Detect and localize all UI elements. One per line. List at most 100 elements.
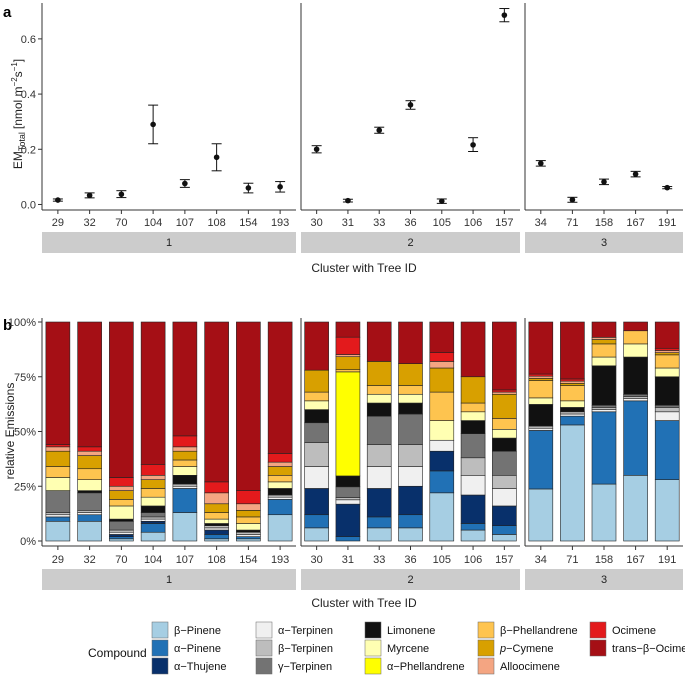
bar-segment-p-cymene xyxy=(77,455,102,470)
legend-swatch-b-pinene xyxy=(151,621,169,639)
bar-segment-a-pinene xyxy=(654,420,680,480)
x-tick-label: 105 xyxy=(433,554,451,566)
bar-segment-b-pinene xyxy=(366,527,392,542)
bar-segment-g-terpinen xyxy=(109,520,134,531)
x-tick-label: 32 xyxy=(84,217,96,229)
bar-segment-trans-b-ocimene xyxy=(236,321,261,491)
bar-segment-p-cymene xyxy=(236,510,261,518)
bar-segment-p-cymene xyxy=(460,376,486,404)
x-tick-label: 154 xyxy=(239,217,257,229)
x-tick-label: 107 xyxy=(176,217,194,229)
bar-segment-a-pinene xyxy=(172,488,198,513)
bar-segment-b-terpinen xyxy=(267,494,293,498)
x-tick-label: 36 xyxy=(404,217,416,229)
bar-segment-a-pinene xyxy=(623,400,648,476)
bar-segment-b-phellandrene xyxy=(172,459,198,467)
bar-segment-b-pinene xyxy=(591,483,617,542)
bar-segment-trans-b-ocimene xyxy=(335,321,361,338)
bar-segment-b-pinene xyxy=(236,538,261,542)
bar-segment-trans-b-ocimene xyxy=(560,321,585,380)
bar-segment-alloocimene xyxy=(654,350,680,353)
legend-swatch-limonene xyxy=(364,621,382,639)
bar-segment-b-terpinen xyxy=(45,512,71,516)
bar-segment-b-phellandrene xyxy=(335,369,361,373)
bar-segment-alloocimene xyxy=(140,474,166,480)
legend-label-g-terpinen: γ−Terpinen xyxy=(278,661,332,673)
bar-segment-ocimene xyxy=(109,477,134,487)
bar-segment-g-terpinen xyxy=(45,490,71,513)
bar-segment-limonene xyxy=(109,518,134,522)
bar-segment-ocimene xyxy=(654,347,680,351)
bar-segment-b-pinene xyxy=(304,527,329,542)
bar-segment-a-terpinen xyxy=(304,466,329,489)
bar-segment-alloocimene xyxy=(591,337,617,340)
bar-segment-a-terpinen xyxy=(492,488,517,507)
x-tick-label: 104 xyxy=(144,217,162,229)
bar-segment-b-pinene xyxy=(204,538,229,542)
legend-swatch-g-terpinen xyxy=(255,657,273,675)
bar-segment-a-phellandrene xyxy=(335,371,361,477)
bar-segment-b-phellandrene xyxy=(528,380,554,399)
bar-segment-a-pinene xyxy=(398,514,423,529)
y-tick-label: 0.0 xyxy=(21,199,36,211)
bar-segment-a-pinene xyxy=(429,470,455,494)
bar-segment-a-pinene xyxy=(335,536,361,542)
x-tick-label: 191 xyxy=(658,217,676,229)
x-tick-label: 167 xyxy=(626,554,644,566)
bar-segment-p-cymene xyxy=(45,450,71,467)
bar-segment-b-phellandrene xyxy=(366,385,392,395)
bar-segment-myrcene xyxy=(45,477,71,491)
bar-segment-a-pinene xyxy=(528,430,554,490)
bar-segment-b-phellandrene xyxy=(77,468,102,480)
panel-a-ylabel: EMTotal [nmol m−2s−1] xyxy=(10,59,27,169)
x-tick-label: 193 xyxy=(271,217,289,229)
data-point xyxy=(150,121,156,128)
legend-label-limonene: Limonene xyxy=(387,625,435,637)
panel-b-label: b xyxy=(3,317,12,334)
panel-b-ylabel: relative Emissions xyxy=(3,383,17,480)
bar-segment-g-terpinen xyxy=(591,404,617,408)
legend-label-text: −Cymene xyxy=(506,643,553,655)
panel-a-plot: 0.0 0.2 0.4 0.6 1 29 32 70 104 107 108 154 193 2 30 31 3… xyxy=(21,3,683,253)
bar-segment-a-pinene xyxy=(304,514,329,529)
cluster-strip-label: 2 xyxy=(407,237,413,249)
legend-title: Compound xyxy=(88,646,147,660)
bar-segment-b-phellandrene xyxy=(304,391,329,402)
bar-segment-a-pinene xyxy=(204,534,229,540)
data-point xyxy=(438,198,445,204)
bar-segment-b-phellandrene xyxy=(429,391,455,421)
legend-swatch-a-pinene xyxy=(151,639,169,657)
data-point xyxy=(345,197,351,204)
legend-label-a-pinene: α−Pinene xyxy=(174,643,221,655)
bar-segment-ocimene xyxy=(429,352,455,362)
bar-segment-a-terpinen xyxy=(109,531,134,535)
legend-label-alloocimene: Alloocimene xyxy=(500,661,560,673)
bar-segment-ocimene xyxy=(140,464,166,476)
bar-segment-alloocimene xyxy=(77,450,102,456)
x-tick-label: 154 xyxy=(239,554,257,566)
bar-segment-limonene xyxy=(366,402,392,417)
bar-segment-a-terpinen xyxy=(528,427,554,431)
legend-label-a-terpinen: α−Terpinen xyxy=(278,625,333,637)
bar-segment-trans-b-ocimene xyxy=(398,321,423,364)
bar-segment-a-pinene xyxy=(45,516,71,522)
bar-segment-a-terpinen xyxy=(654,411,680,421)
bar-segment-ocimene xyxy=(45,444,71,448)
bar-segment-p-cymene xyxy=(109,490,134,500)
bar-segment-trans-b-ocimene xyxy=(429,321,455,353)
y-tick-label: 25% xyxy=(14,481,36,493)
x-tick-label: 71 xyxy=(566,217,578,229)
bar-segment-limonene xyxy=(172,474,198,485)
bar-segment-g-terpinen xyxy=(623,393,648,397)
bar-segment-limonene xyxy=(591,365,617,406)
bar-segment-limonene xyxy=(398,402,423,415)
bar-segment-b-phellandrene xyxy=(398,385,423,395)
bar-segment-a-pinene xyxy=(366,516,392,529)
bar-segment-b-phellandrene xyxy=(591,343,617,358)
data-point xyxy=(55,197,61,203)
cluster-strip-label: 1 xyxy=(166,237,172,249)
bar-segment-p-cymene xyxy=(528,378,554,381)
x-tick-label: 108 xyxy=(207,217,225,229)
bar-segment-b-phellandrene xyxy=(109,499,134,507)
